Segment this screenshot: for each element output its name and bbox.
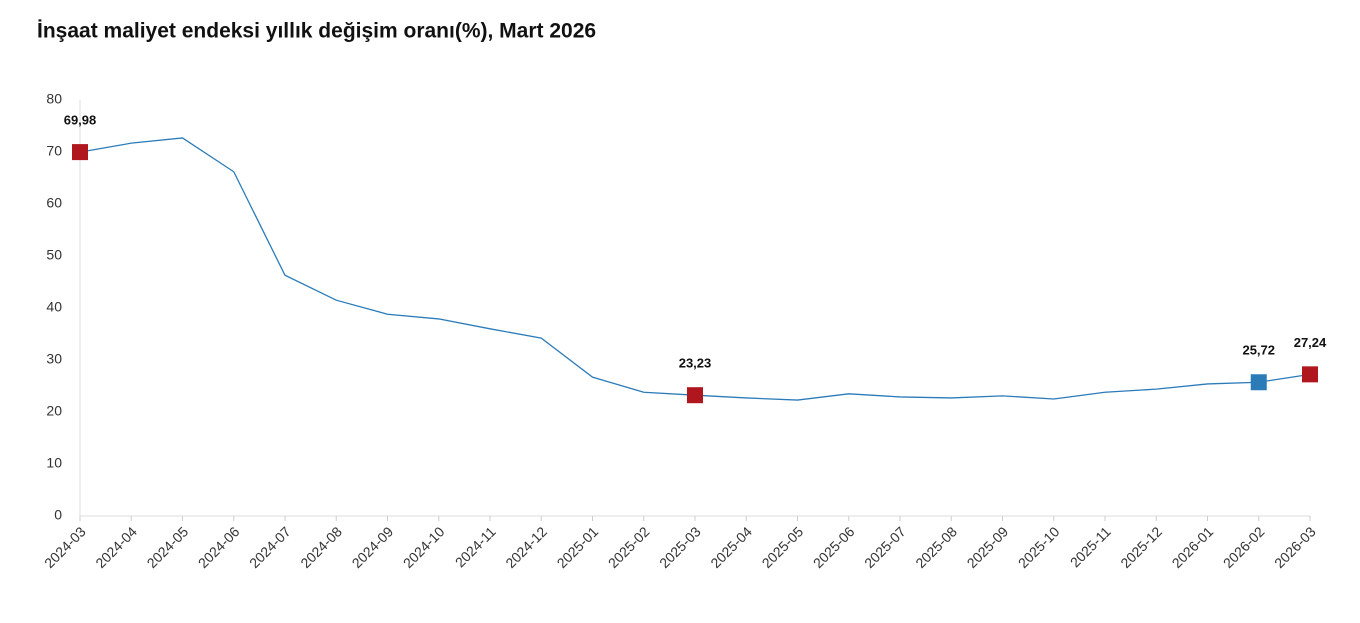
x-tick-label: 2025-07 bbox=[861, 523, 909, 571]
x-tick-label: 2025-08 bbox=[912, 523, 960, 571]
x-tick-label: 2025-06 bbox=[810, 523, 858, 571]
y-tick-label: 30 bbox=[46, 351, 62, 367]
point-marker bbox=[687, 387, 703, 404]
x-tick-label: 2024-11 bbox=[452, 523, 499, 570]
y-tick-label: 80 bbox=[46, 91, 62, 107]
x-tick-label: 2025-12 bbox=[1117, 523, 1165, 571]
x-tick-label: 2024-10 bbox=[400, 523, 448, 571]
x-tick-label: 2024-06 bbox=[195, 523, 243, 571]
x-tick-label: 2025-09 bbox=[964, 523, 1012, 571]
y-tick-label: 0 bbox=[54, 507, 62, 523]
point-marker bbox=[1302, 366, 1318, 383]
x-tick-label: 2025-03 bbox=[656, 523, 704, 571]
x-tick-label: 2024-07 bbox=[246, 523, 294, 571]
chart-title: İnşaat maliyet endeksi yıllık değişim or… bbox=[37, 20, 596, 43]
x-tick-label: 2024-12 bbox=[502, 523, 550, 571]
x-tick-label: 2025-01 bbox=[554, 523, 602, 571]
x-tick-label: 2025-10 bbox=[1015, 523, 1063, 571]
data-label: 69,98 bbox=[64, 113, 97, 128]
y-tick-label: 50 bbox=[46, 247, 62, 263]
y-tick-label: 70 bbox=[46, 143, 62, 159]
x-tick-label: 2026-03 bbox=[1271, 523, 1319, 571]
x-tick-label: 2024-09 bbox=[349, 523, 397, 571]
point-marker bbox=[1250, 374, 1267, 391]
data-label: 27,24 bbox=[1294, 335, 1327, 350]
point-marker bbox=[72, 144, 88, 161]
y-tick-label: 60 bbox=[46, 195, 62, 211]
x-tick-label: 2025-04 bbox=[707, 523, 755, 571]
x-tick-label: 2024-08 bbox=[297, 523, 345, 571]
x-tick-label: 2024-04 bbox=[92, 523, 140, 571]
data-label: 25,72 bbox=[1242, 343, 1275, 358]
y-tick-label: 20 bbox=[46, 403, 62, 419]
x-tick-label: 2025-05 bbox=[759, 523, 807, 571]
x-tick-label: 2024-05 bbox=[144, 523, 192, 571]
x-tick-label: 2026-01 bbox=[1169, 523, 1217, 571]
y-tick-label: 10 bbox=[46, 455, 62, 471]
x-tick-label: 2024-03 bbox=[41, 523, 89, 571]
x-tick-label: 2025-11 bbox=[1067, 523, 1114, 570]
y-tick-label: 40 bbox=[46, 299, 62, 315]
x-tick-label: 2026-02 bbox=[1220, 523, 1268, 571]
data-label: 23,23 bbox=[679, 356, 712, 371]
x-tick-label: 2025-02 bbox=[605, 523, 653, 571]
